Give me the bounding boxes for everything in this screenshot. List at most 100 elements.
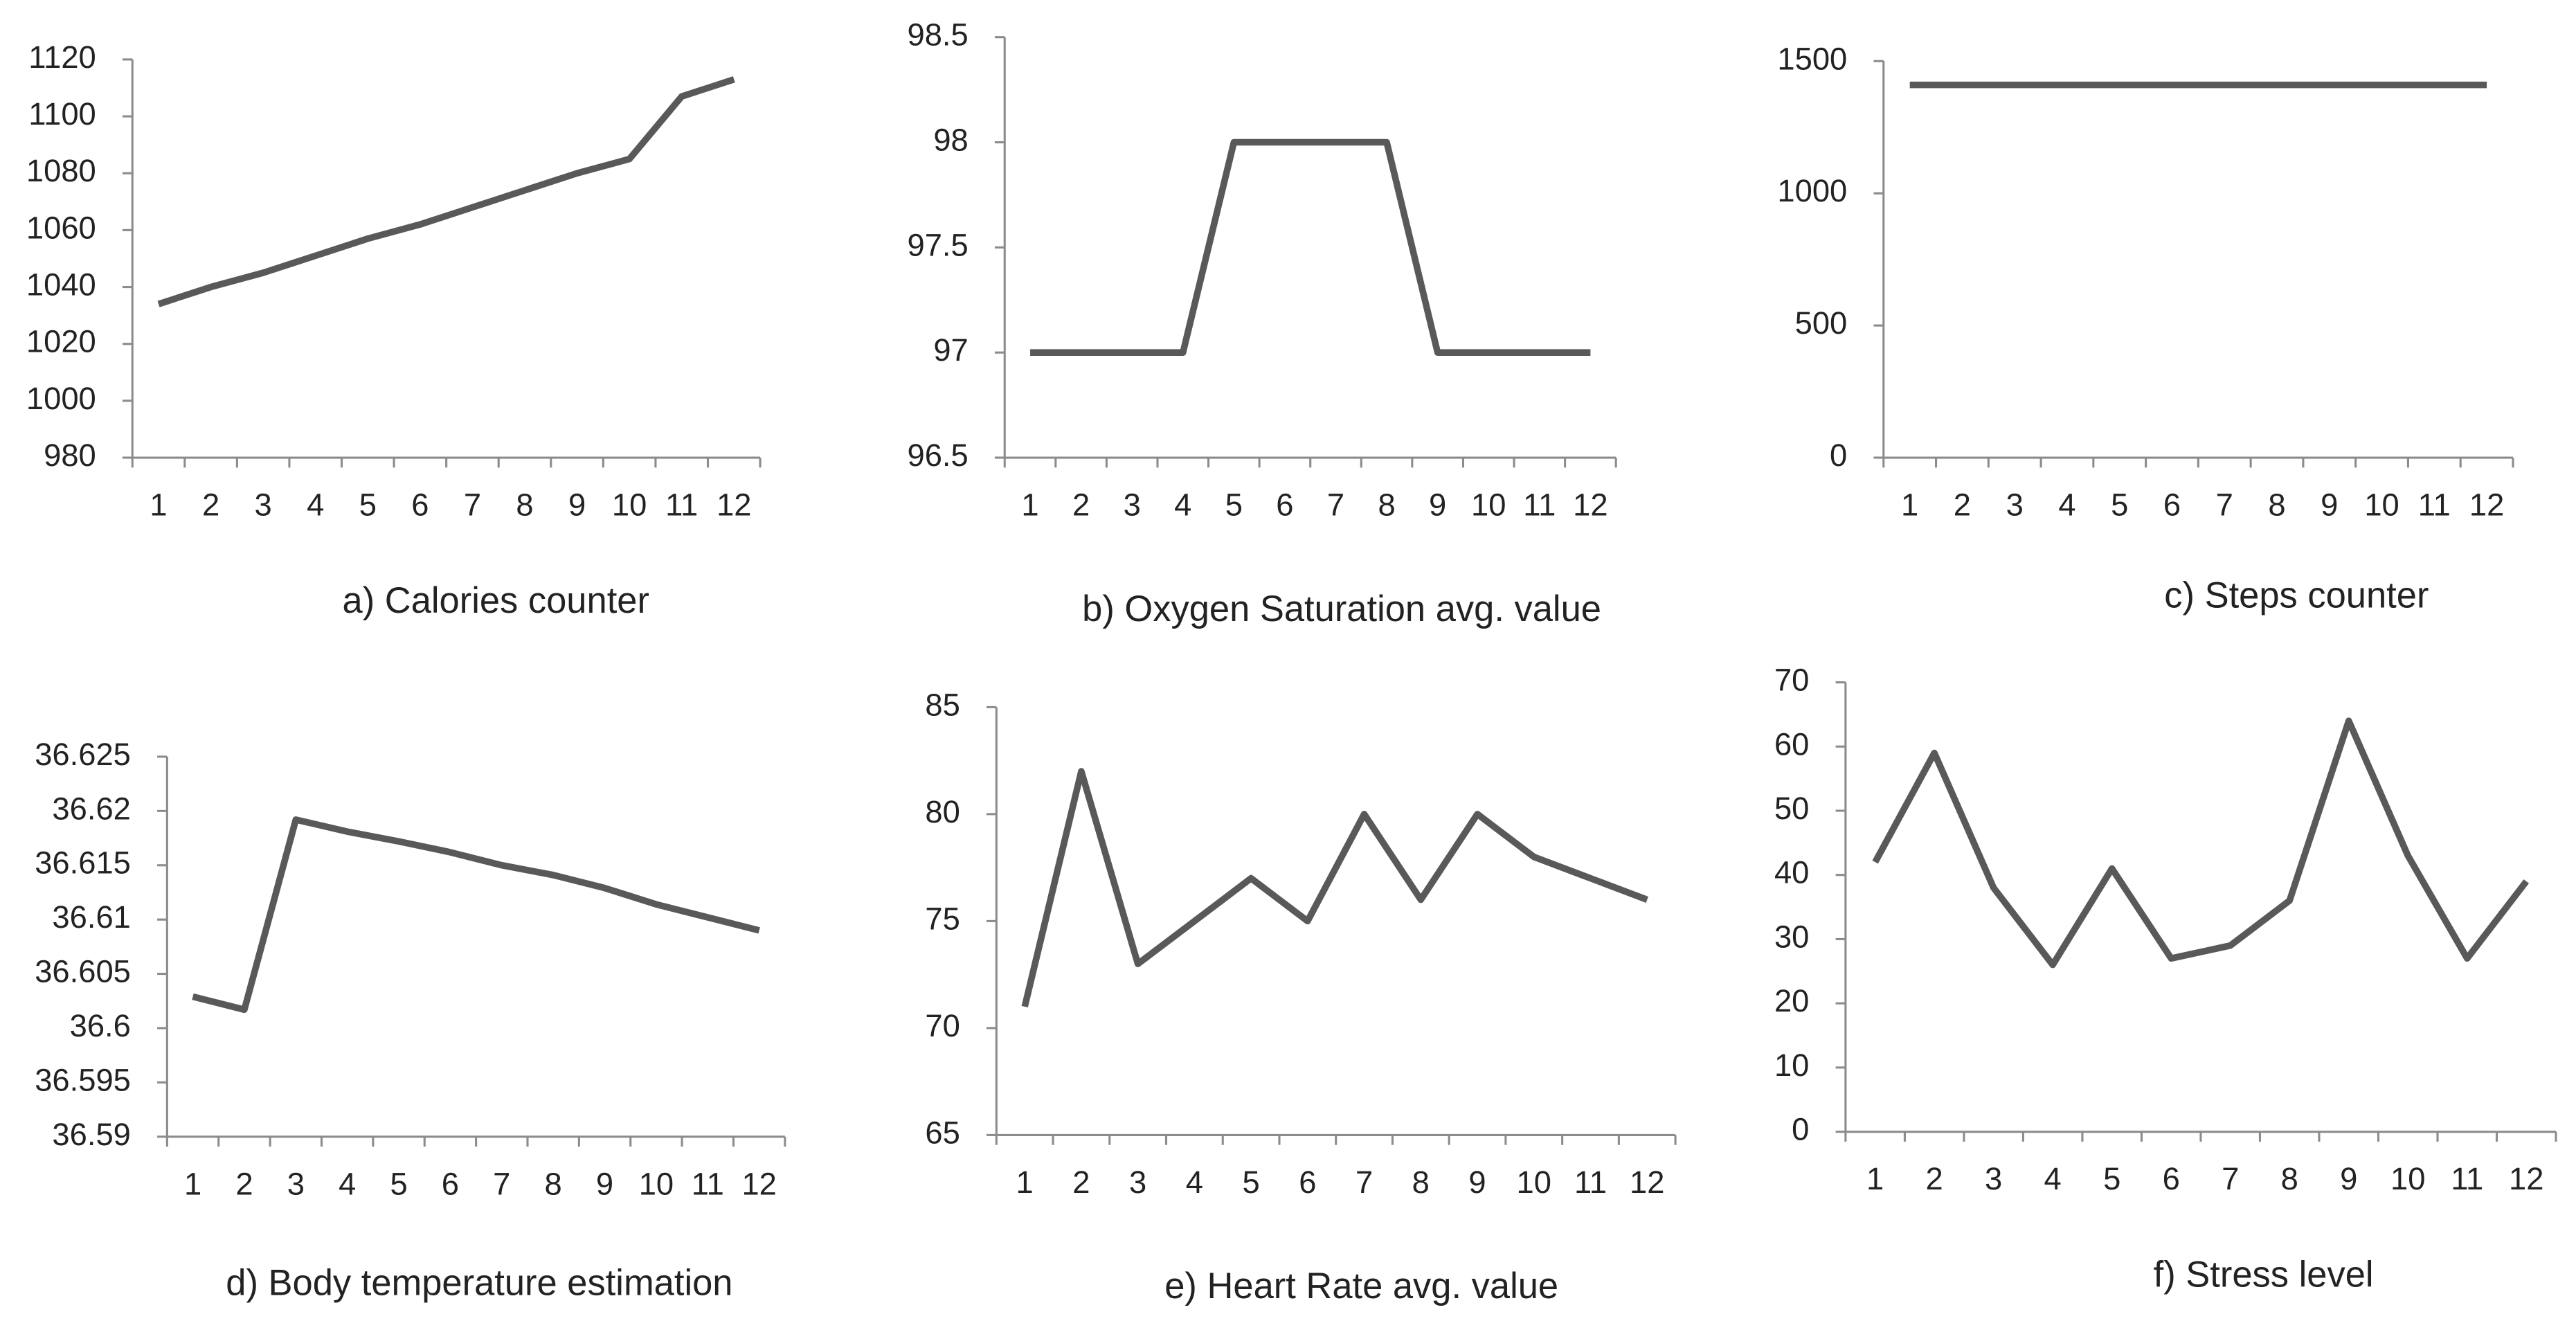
x-tick-label: 3	[255, 487, 272, 523]
x-tick-label: 2	[1954, 487, 1971, 523]
y-tick-label: 36.615	[35, 845, 131, 881]
x-tick-label: 5	[2111, 487, 2128, 523]
x-tick-label: 5	[359, 487, 377, 523]
x-tick-label: 9	[596, 1166, 613, 1201]
x-tick-label: 2	[1072, 487, 1090, 523]
y-tick-label: 1040	[26, 267, 96, 303]
x-tick-label: 5	[1225, 487, 1243, 523]
x-tick-label: 9	[1468, 1165, 1486, 1200]
y-tick-label: 40	[1774, 855, 1809, 890]
x-tick-label: 8	[1378, 487, 1395, 523]
x-tick-label: 4	[307, 487, 324, 523]
y-tick-label: 1000	[1777, 173, 1847, 208]
y-tick-label: 96.5	[908, 438, 969, 473]
y-tick-label: 1020	[26, 324, 96, 359]
y-tick-label: 0	[1792, 1112, 1809, 1147]
x-tick-label: 4	[2058, 487, 2075, 523]
y-tick-label: 30	[1774, 919, 1809, 954]
x-tick-label: 4	[339, 1166, 356, 1201]
y-tick-label: 0	[1830, 438, 1847, 473]
data-line	[192, 816, 760, 1014]
x-tick-label: 8	[2281, 1161, 2298, 1196]
y-tick-label: 1120	[28, 39, 96, 75]
x-tick-label: 9	[2321, 487, 2338, 523]
x-tick-label: 1	[1901, 487, 1918, 523]
x-tick-label: 4	[1174, 487, 1191, 523]
y-tick-label: 97	[933, 332, 968, 368]
x-tick-label: 6	[442, 1166, 459, 1201]
x-tick-label: 3	[1985, 1161, 2002, 1196]
x-tick-label: 11	[1574, 1165, 1607, 1200]
x-tick-label: 2	[1072, 1165, 1090, 1200]
x-tick-label: 1	[1866, 1161, 1884, 1196]
y-tick-label: 65	[925, 1115, 960, 1150]
chart-title: b) Oxygen Saturation avg. value	[1082, 588, 1601, 629]
x-tick-label: 11	[665, 487, 698, 523]
x-tick-label: 7	[2216, 487, 2233, 523]
x-tick-label: 6	[2163, 487, 2181, 523]
chart-title: e) Heart Rate avg. value	[1164, 1266, 1558, 1306]
y-tick-label: 36.595	[35, 1062, 131, 1097]
x-tick-label: 1	[1021, 487, 1038, 523]
x-tick-label: 10	[639, 1166, 674, 1201]
y-tick-label: 1500	[1777, 41, 1847, 76]
x-tick-label: 11	[2451, 1161, 2483, 1196]
x-tick-label: 6	[2163, 1161, 2180, 1196]
y-tick-label: 1000	[26, 381, 96, 416]
x-tick-label: 10	[1517, 1165, 1551, 1200]
x-tick-label: 11	[2418, 487, 2451, 523]
x-tick-label: 2	[202, 487, 219, 523]
x-tick-label: 3	[287, 1166, 305, 1201]
x-tick-label: 3	[1124, 487, 1141, 523]
y-tick-label: 60	[1774, 726, 1809, 762]
data-line	[157, 76, 735, 307]
y-tick-label: 36.62	[52, 791, 130, 826]
data-line	[1030, 138, 1591, 356]
x-tick-label: 6	[411, 487, 429, 523]
y-tick-label: 20	[1774, 983, 1809, 1018]
x-tick-label: 4	[2044, 1161, 2062, 1196]
x-tick-label: 7	[493, 1166, 510, 1201]
y-tick-label: 50	[1774, 791, 1809, 826]
x-tick-label: 10	[2390, 1161, 2425, 1196]
x-tick-label: 2	[235, 1166, 253, 1201]
y-tick-label: 1100	[28, 96, 96, 132]
x-tick-label: 8	[516, 487, 533, 523]
y-tick-label: 1080	[26, 153, 96, 188]
x-tick-label: 8	[545, 1166, 562, 1201]
x-tick-label: 1	[1016, 1165, 1034, 1200]
x-tick-label: 6	[1276, 487, 1293, 523]
x-tick-label: 12	[1573, 487, 1607, 523]
chart-title: c) Steps counter	[2164, 575, 2429, 616]
chart-title: f) Stress level	[2154, 1254, 2374, 1295]
x-tick-label: 12	[717, 487, 751, 523]
x-tick-label: 7	[464, 487, 481, 523]
data-line	[1021, 768, 1648, 1008]
x-tick-label: 10	[2364, 487, 2399, 523]
x-tick-label: 2	[1926, 1161, 1943, 1196]
x-tick-label: 7	[1327, 487, 1344, 523]
x-tick-label: 8	[2268, 487, 2285, 523]
y-tick-label: 75	[925, 901, 960, 936]
x-tick-label: 9	[1429, 487, 1446, 523]
y-tick-label: 500	[1795, 305, 1848, 341]
y-tick-label: 36.61	[52, 899, 130, 935]
y-tick-label: 36.605	[35, 954, 131, 989]
x-tick-label: 1	[150, 487, 167, 523]
y-tick-label: 98.5	[908, 17, 969, 53]
x-tick-label: 12	[2469, 487, 2504, 523]
x-tick-label: 1	[184, 1166, 201, 1201]
chart-title: a) Calories counter	[343, 580, 649, 621]
y-tick-label: 36.625	[35, 737, 131, 772]
y-tick-label: 1060	[26, 210, 96, 245]
x-tick-label: 12	[1630, 1165, 1664, 1200]
x-tick-label: 11	[1523, 487, 1556, 523]
x-tick-label: 11	[692, 1166, 724, 1201]
y-tick-label: 980	[44, 438, 96, 473]
x-tick-label: 10	[1471, 487, 1506, 523]
x-tick-label: 9	[568, 487, 586, 523]
x-tick-label: 12	[2509, 1161, 2543, 1196]
x-tick-label: 5	[1242, 1165, 1259, 1200]
